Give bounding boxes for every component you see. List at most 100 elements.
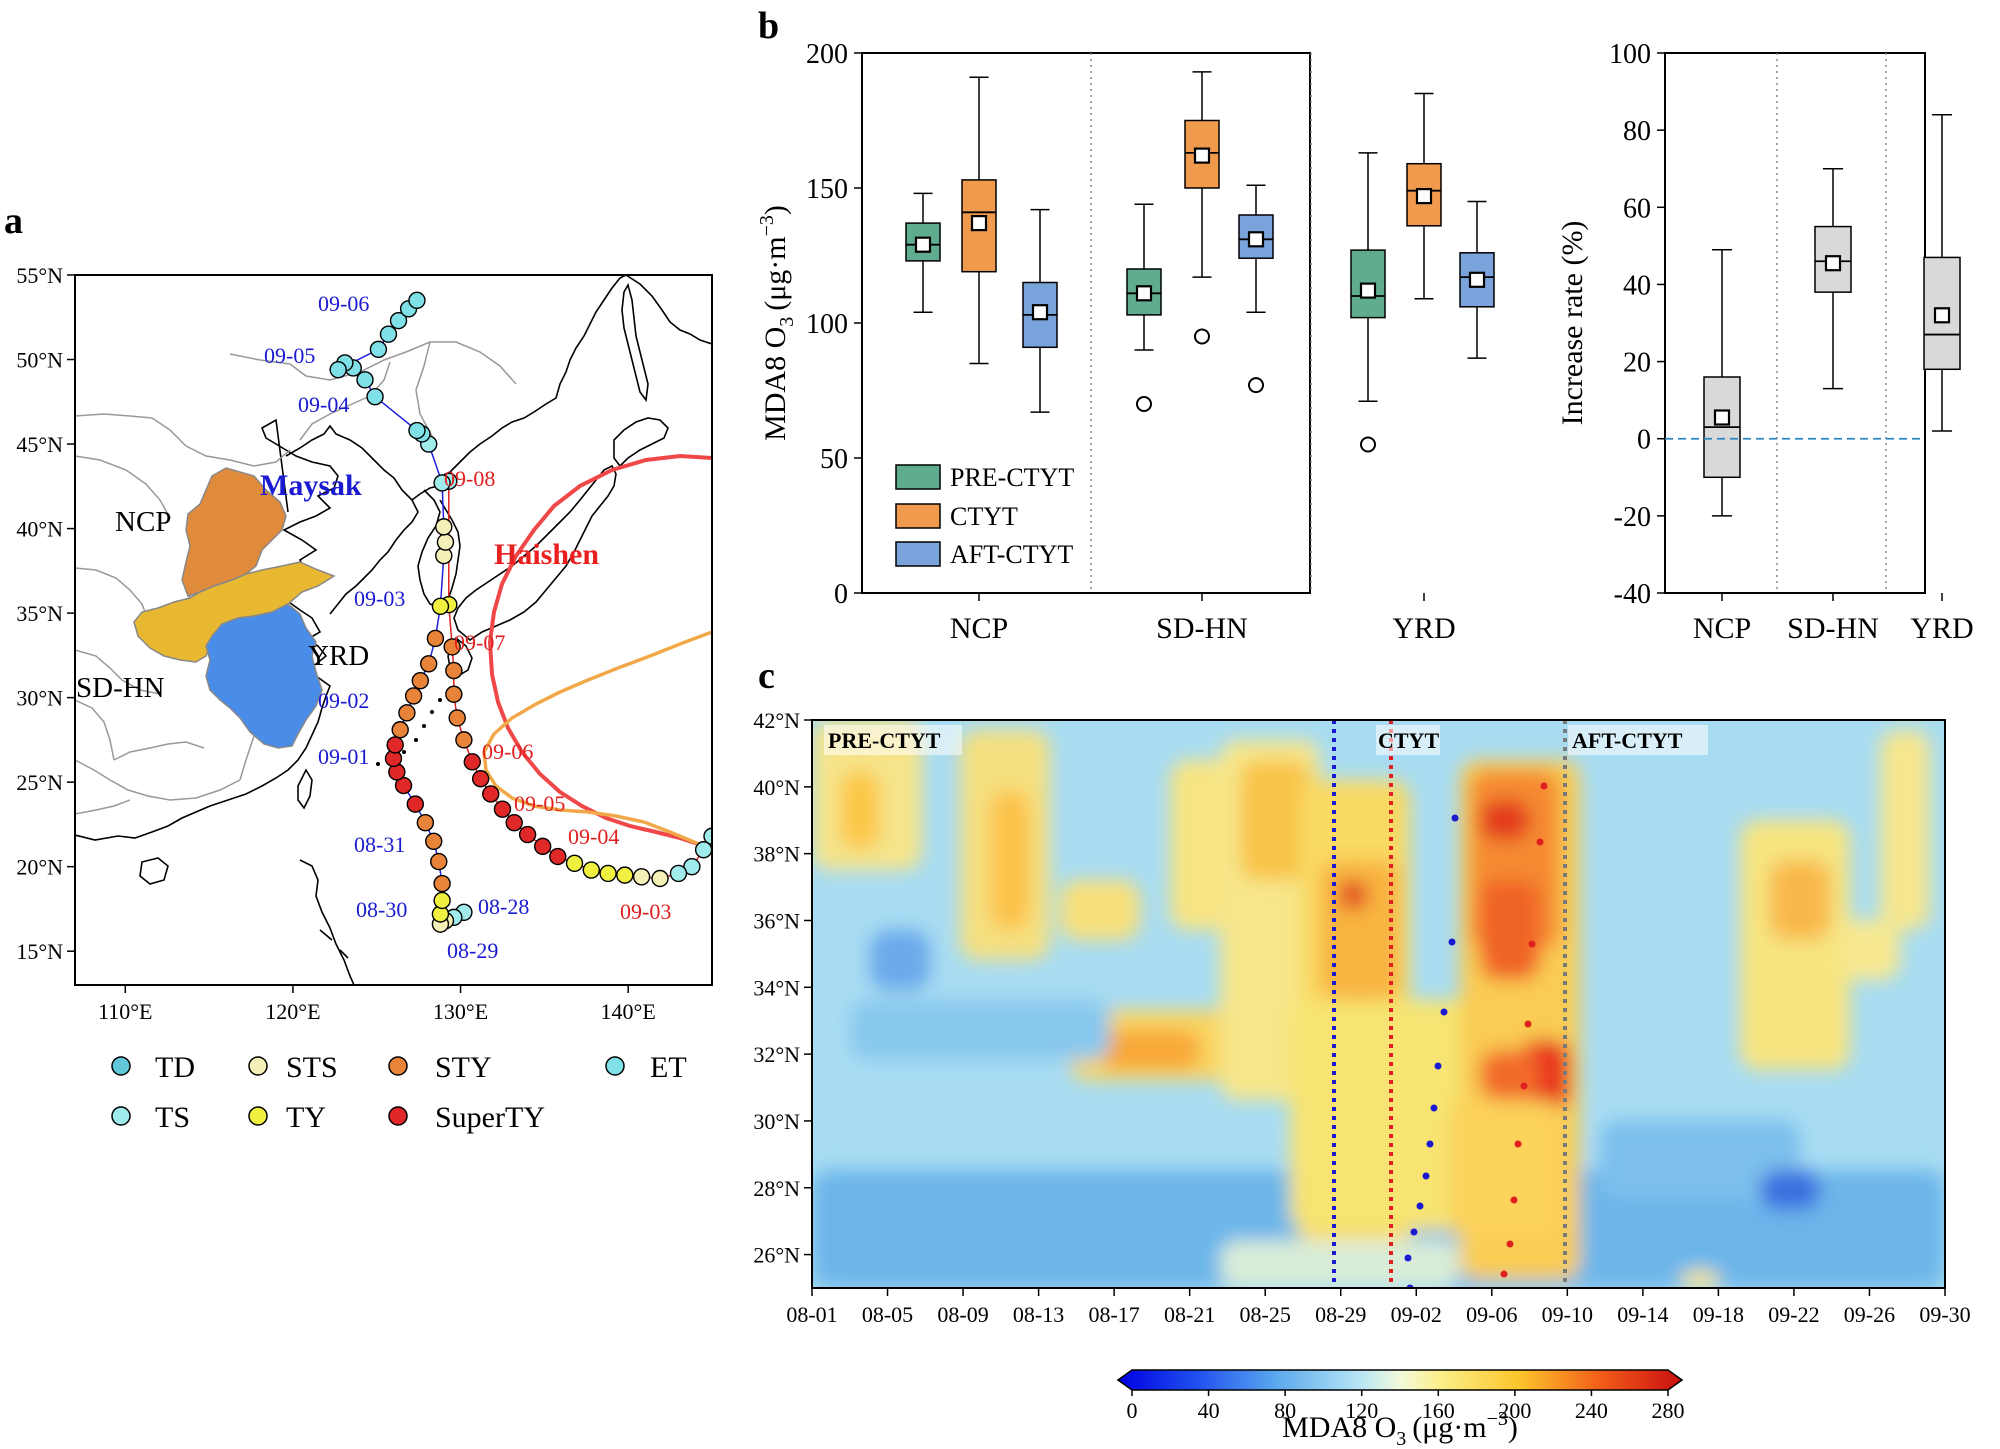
heatmap-field-patch-31 xyxy=(1760,1170,1820,1210)
heatmap-field-patch-21 xyxy=(1480,1050,1540,1100)
heatmap-typhoon-dot-7 xyxy=(1416,1202,1424,1210)
colorbar-bar xyxy=(1116,1369,1684,1391)
haishen-date-0904: 09-04 xyxy=(568,824,619,849)
heatmap-typhoon-dot-18 xyxy=(1506,1240,1514,1248)
heatmap-typhoon-dot-14 xyxy=(1524,1020,1532,1028)
heatmap-xtick-label-5: 08-21 xyxy=(1164,1302,1215,1327)
heatmap-xtick-label-13: 09-22 xyxy=(1768,1302,1819,1327)
box-left-ytick-label-0: 0 xyxy=(834,579,848,610)
maysak-point-10 xyxy=(406,795,424,813)
heatmap-xtick-label-3: 08-13 xyxy=(1013,1302,1064,1327)
heatmap-ytick-label-6: 30°N xyxy=(753,1109,800,1134)
maysak-date-0828: 08-28 xyxy=(478,894,529,919)
map-lat-label-8: 15°N xyxy=(16,939,63,964)
heatmap-xtick-label-10: 09-10 xyxy=(1542,1302,1593,1327)
box-left-yrd-aft-ctyt-mean xyxy=(1468,271,1486,288)
heatmap-field-patch-26 xyxy=(1840,920,1900,980)
heatmap-field-patch-24 xyxy=(1770,860,1830,940)
map-lon-label-0: 110°E xyxy=(98,999,152,1024)
box-left-ytick-label-3: 150 xyxy=(806,174,848,205)
box-right-xtick-label-1: SD-HN xyxy=(1787,612,1879,645)
box-left-sd-hn-ctyt-mean xyxy=(1193,147,1211,164)
haishen-outer-circle xyxy=(482,630,712,852)
box-left-xtick-label-1: SD-HN xyxy=(1156,612,1248,645)
colorbar-label: MDA8 O3 (μg·m−3) xyxy=(1282,1408,1518,1449)
maysak-point-33 xyxy=(329,360,347,379)
heatmap-ytick-label-7: 28°N xyxy=(753,1176,800,1201)
heatmap-xtick-label-14: 09-26 xyxy=(1844,1302,1895,1327)
box-left-ylabel-sub: 3 xyxy=(776,317,798,327)
period-label-bg-pre xyxy=(824,725,962,755)
haishen-point-17 xyxy=(463,753,481,771)
heatmap-typhoon-dot-2 xyxy=(1440,1008,1448,1016)
legend-label-sts: STS xyxy=(286,1051,338,1084)
panel-label-b: b xyxy=(758,5,779,47)
maysak-date-0906: 09-06 xyxy=(318,291,369,316)
box-left-ylabel-close: ) xyxy=(759,205,792,215)
heatmap-typhoon-dot-4 xyxy=(1430,1104,1438,1112)
heatmap-field-patch-32 xyxy=(870,930,930,990)
legend-swatch-ctyt xyxy=(895,503,941,529)
heatmap-xtick-label-0: 08-01 xyxy=(786,1302,837,1327)
box-left-yrd-pre-ctyt-flier-0 xyxy=(1360,436,1376,453)
panel-c: c PRE-CTYT CTYT AFT-CTYT 08-01 08-05 08-09… xyxy=(753,655,1970,1449)
colorbar-tick-label-1: 40 xyxy=(1198,1398,1220,1423)
map-lon-label-3: 140°E xyxy=(601,999,656,1024)
maysak-point-23 xyxy=(436,533,455,551)
maysak-point-29 xyxy=(366,388,384,406)
maysak-point-7 xyxy=(430,852,448,871)
box-left-xtick-label-2: YRD xyxy=(1392,612,1455,645)
haishen-point-3 xyxy=(669,864,688,883)
heatmap-ytick-label-4: 34°N xyxy=(753,975,800,1000)
maysak-date-0831: 08-31 xyxy=(354,832,405,857)
maysak-date-0903: 09-03 xyxy=(354,586,405,611)
heatmap-field-patch-2 xyxy=(840,770,880,850)
box-right-ytick-label-5: 60 xyxy=(1623,193,1651,224)
heatmap-typhoon-dot-11 xyxy=(1540,782,1548,790)
heatmap-field-patch-8 xyxy=(1100,1030,1200,1070)
colorbar-tick-label-2: 80 xyxy=(1274,1398,1296,1423)
heatmap-xtick-label-7: 08-29 xyxy=(1315,1302,1366,1327)
box-left-ncp-pre-ctyt-mean xyxy=(914,236,932,253)
heatmap-field-patch-6 xyxy=(1060,880,1140,940)
maysak-point-34 xyxy=(369,340,388,359)
map-japan-sakhalin xyxy=(621,282,649,403)
box-left-sd-hn-aft-ctyt-flier-0 xyxy=(1248,377,1264,394)
box-right-ytick-label-6: 80 xyxy=(1623,116,1651,147)
colorbar: 0 40 80 120 160 200 240 280 MDA8 O3 (μg·m−3) xyxy=(1116,1369,1685,1449)
haishen-point-12 xyxy=(518,825,537,844)
maysak-point-8 xyxy=(425,832,443,851)
typhoon-label-haishen: Haishen xyxy=(494,538,599,571)
box-right-plot xyxy=(1703,113,1961,517)
maysak-point-24 xyxy=(435,518,453,536)
heatmap-field-patch-9 xyxy=(1170,760,1230,930)
maysak-point-20 xyxy=(426,629,445,648)
heatmap-field-patch-11 xyxy=(1240,760,1310,880)
maysak-point-35 xyxy=(379,325,398,343)
haishen-point-18 xyxy=(455,731,473,749)
haishen-date-0903: 09-03 xyxy=(620,899,671,924)
box-left-ytick-label-2: 100 xyxy=(806,309,848,340)
box-right-sd-hn-mean xyxy=(1824,255,1842,272)
box-left-ncp-aft-ctyt-mean xyxy=(1031,304,1049,321)
haishen-point-13 xyxy=(505,814,523,832)
map-lat-label-2: 45°N xyxy=(16,432,63,457)
box-right-yrd-mean xyxy=(1933,307,1951,324)
heatmap-field-patch-14 xyxy=(1338,880,1368,910)
legend-label-sty: STY xyxy=(435,1051,492,1084)
map-lat-label-0: 55°N xyxy=(16,263,63,288)
maysak-date-labels: 09-06 09-05 09-04 09-03 09-02 09-01 08-3… xyxy=(264,291,529,963)
box-left-ncp-pre-ctyt-box xyxy=(905,222,941,262)
typhoon-track-points xyxy=(329,291,712,933)
heatmap-field-patch-4 xyxy=(990,790,1030,930)
heatmap-field-patch-18 xyxy=(1480,800,1530,840)
box-left-axis: 0 50 100 150 200 NCP SD-HN YRD xyxy=(806,39,1456,645)
region-ncp xyxy=(181,467,287,597)
heatmap-typhoon-dot-15 xyxy=(1520,1082,1528,1090)
colorbar-tick-label-6: 240 xyxy=(1575,1398,1608,1423)
box-left-ncp-ctyt-mean xyxy=(970,215,988,232)
map-lat-label-4: 35°N xyxy=(16,601,63,626)
heatmap-ytick-label-0: 42°N xyxy=(753,708,800,733)
heatmap-ytick-label-1: 40°N xyxy=(753,775,800,800)
box-right-ytick-label-3: 20 xyxy=(1623,348,1651,379)
